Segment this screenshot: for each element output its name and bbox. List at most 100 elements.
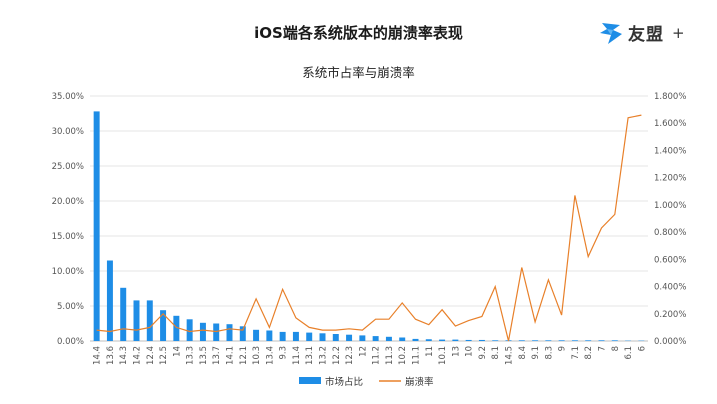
y-right-tick-label: 1.600%	[654, 119, 686, 129]
bar	[385, 336, 392, 341]
x-tick-label: 10.2	[398, 346, 408, 365]
bar	[558, 340, 565, 341]
bar	[571, 340, 578, 341]
x-tick-label: 13.2	[319, 346, 329, 365]
y-left-tick-label: 20.00%	[52, 197, 84, 207]
bar	[279, 331, 286, 341]
x-tick-label: 12.2	[332, 346, 342, 365]
y-right-tick-label: 1.000%	[654, 201, 686, 211]
bar	[306, 332, 313, 341]
bar	[173, 315, 180, 341]
bar	[532, 340, 539, 341]
x-tick-label: 14.3	[119, 346, 129, 365]
x-tick-label: 8.4	[518, 346, 528, 360]
x-tick-label: 7	[598, 346, 608, 351]
y-left-tick-label: 30.00%	[52, 127, 84, 137]
bar	[133, 300, 140, 341]
bar	[465, 339, 472, 341]
x-tick-label: 6.1	[624, 346, 634, 360]
y-right-tick-label: 0.200%	[654, 310, 686, 320]
x-tick-label: 13.6	[106, 346, 116, 365]
bar	[611, 340, 618, 341]
y-left-tick-label: 10.00%	[52, 267, 84, 277]
x-tick-label: 13	[451, 346, 461, 357]
y-right-tick-label: 1.800%	[654, 92, 686, 102]
y-right-tick-label: 1.200%	[654, 174, 686, 184]
bar	[120, 287, 127, 341]
brand-name: 友盟	[628, 25, 664, 45]
bar	[518, 340, 525, 341]
umeng-logo-icon	[600, 22, 622, 44]
x-tick-label: 9.3	[279, 346, 289, 360]
y-left-tick-label: 0.00%	[57, 337, 84, 347]
chart-title: 系统市占率与崩溃率	[302, 65, 415, 80]
bar	[332, 334, 339, 341]
bar	[452, 339, 459, 341]
x-tick-label: 10.1	[438, 346, 448, 365]
y-right-tick-label: 0.800%	[654, 228, 686, 238]
x-tick-label: 14	[172, 346, 182, 357]
legend-swatch-bar	[299, 377, 321, 384]
y-right-tick-label: 0.000%	[654, 337, 686, 347]
bar	[213, 323, 220, 341]
x-tick-label: 13.7	[212, 346, 222, 365]
x-tick-label: 6	[637, 346, 647, 351]
bar	[545, 340, 552, 341]
x-tick-label: 13.1	[305, 346, 315, 365]
x-tick-label: 7.1	[571, 346, 581, 360]
y-left-tick-label: 5.00%	[57, 302, 84, 312]
x-tick-label: 14.4	[93, 346, 103, 365]
bar	[412, 338, 419, 341]
x-tick-label: 14.5	[505, 346, 515, 365]
bar	[439, 339, 446, 341]
bar	[346, 334, 353, 341]
x-tick-label: 13.5	[199, 346, 209, 365]
brand-plus: +	[672, 23, 685, 42]
x-tick-label: 12.3	[345, 346, 355, 365]
bar	[478, 339, 485, 341]
x-tick-label: 14.2	[133, 346, 143, 365]
y-left-tick-label: 25.00%	[52, 162, 84, 172]
x-tick-label: 12.1	[239, 346, 249, 365]
y-left-tick-label: 35.00%	[52, 92, 84, 102]
bar	[106, 260, 113, 341]
x-tick-label: 13.3	[186, 346, 196, 365]
x-tick-label: 11.3	[385, 346, 395, 365]
bar	[226, 324, 233, 341]
x-tick-label: 11.4	[292, 346, 302, 365]
bar	[585, 340, 592, 341]
x-tick-label: 12.5	[159, 346, 169, 365]
bar	[160, 310, 167, 341]
y-left-tick-label: 15.00%	[52, 232, 84, 242]
legend-label: 崩溃率	[405, 376, 434, 388]
y-right-tick-label: 0.600%	[654, 255, 686, 265]
x-tick-label: 14.1	[226, 346, 236, 365]
bar	[492, 340, 499, 341]
bar	[239, 326, 246, 341]
x-tick-label: 10	[465, 346, 475, 357]
bar	[146, 300, 153, 341]
bar	[199, 322, 206, 341]
bar	[425, 339, 432, 341]
x-tick-label: 10.3	[252, 346, 262, 365]
legend-label: 市场占比	[325, 376, 363, 388]
x-tick-label: 8.1	[491, 346, 501, 360]
x-tick-label: 12.4	[146, 346, 156, 365]
y-right-tick-label: 1.400%	[654, 146, 686, 156]
page-title: iOS端各系统版本的崩溃率表现	[254, 24, 463, 42]
x-tick-label: 9.2	[478, 346, 488, 360]
bar	[253, 329, 260, 341]
x-tick-label: 12	[358, 346, 368, 357]
x-tick-label: 8.3	[544, 346, 554, 360]
x-tick-label: 13.4	[265, 346, 275, 365]
bar	[399, 337, 406, 341]
x-tick-label: 8.2	[584, 346, 594, 360]
crash-rate-line	[96, 114, 642, 342]
bar	[93, 111, 100, 342]
bar	[598, 340, 605, 341]
x-tick-label: 9.1	[531, 346, 541, 360]
bar	[186, 319, 193, 341]
y-right-tick-label: 0.400%	[654, 283, 686, 293]
brand-logo: 友盟 +	[598, 20, 685, 45]
